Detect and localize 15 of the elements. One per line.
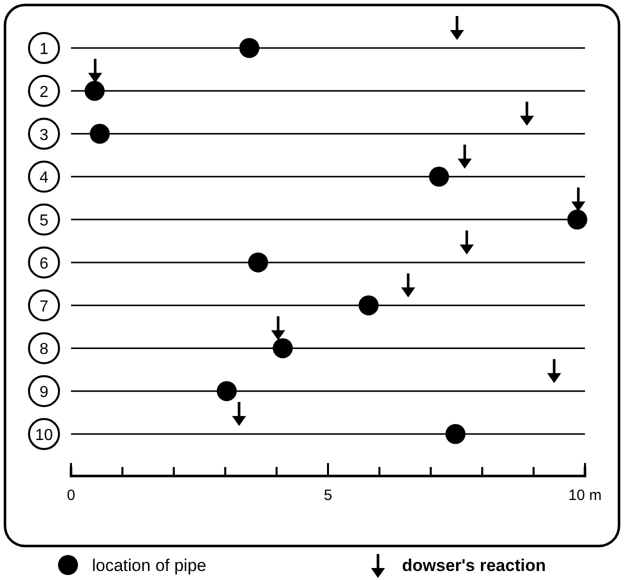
y-tick-label: 10 [35,427,53,444]
y-tick-label: 6 [40,255,49,272]
y-tick-label: 3 [40,126,49,144]
y-tick-label: 8 [40,341,49,358]
y-tick-label: 1 [40,41,49,58]
legend-label: location of pipe [92,556,206,575]
y-tick-label: 5 [40,212,49,230]
y-tick-label: 9 [40,384,49,402]
legend-label: dowser's reaction [402,556,546,575]
y-tick-label: 4 [40,170,49,187]
x-tick-label: 0 [66,487,76,504]
y-tick-label: 7 [40,298,49,316]
x-tick-label: 10 m [568,487,602,504]
x-tick-label: 5 [324,487,332,504]
y-tick-label: 2 [40,84,49,101]
